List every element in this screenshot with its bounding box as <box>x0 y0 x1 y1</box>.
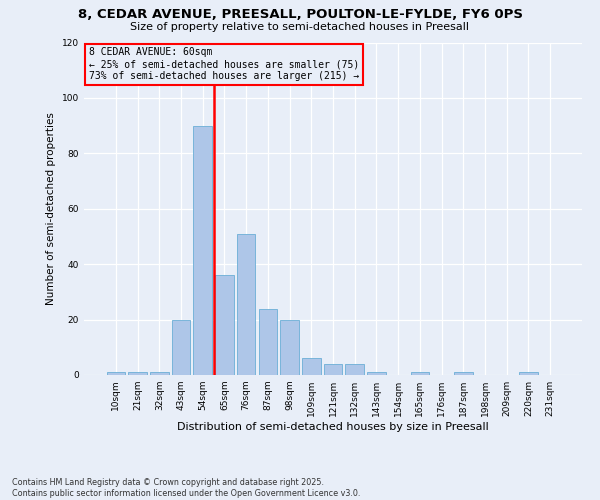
Y-axis label: Number of semi-detached properties: Number of semi-detached properties <box>46 112 56 305</box>
Bar <box>324 364 342 375</box>
X-axis label: Distribution of semi-detached houses by size in Preesall: Distribution of semi-detached houses by … <box>177 422 489 432</box>
Bar <box>346 364 364 375</box>
Bar <box>215 275 233 375</box>
Bar <box>367 372 386 375</box>
Bar <box>454 372 473 375</box>
Bar <box>519 372 538 375</box>
Bar <box>172 320 190 375</box>
Bar <box>193 126 212 375</box>
Bar <box>150 372 169 375</box>
Bar <box>237 234 256 375</box>
Text: 8 CEDAR AVENUE: 60sqm
← 25% of semi-detached houses are smaller (75)
73% of semi: 8 CEDAR AVENUE: 60sqm ← 25% of semi-deta… <box>89 48 359 80</box>
Bar <box>410 372 429 375</box>
Bar <box>128 372 147 375</box>
Text: Contains HM Land Registry data © Crown copyright and database right 2025.
Contai: Contains HM Land Registry data © Crown c… <box>12 478 361 498</box>
Bar <box>107 372 125 375</box>
Bar <box>280 320 299 375</box>
Bar <box>302 358 320 375</box>
Text: 8, CEDAR AVENUE, PREESALL, POULTON-LE-FYLDE, FY6 0PS: 8, CEDAR AVENUE, PREESALL, POULTON-LE-FY… <box>77 8 523 20</box>
Bar <box>259 308 277 375</box>
Text: Size of property relative to semi-detached houses in Preesall: Size of property relative to semi-detach… <box>131 22 470 32</box>
